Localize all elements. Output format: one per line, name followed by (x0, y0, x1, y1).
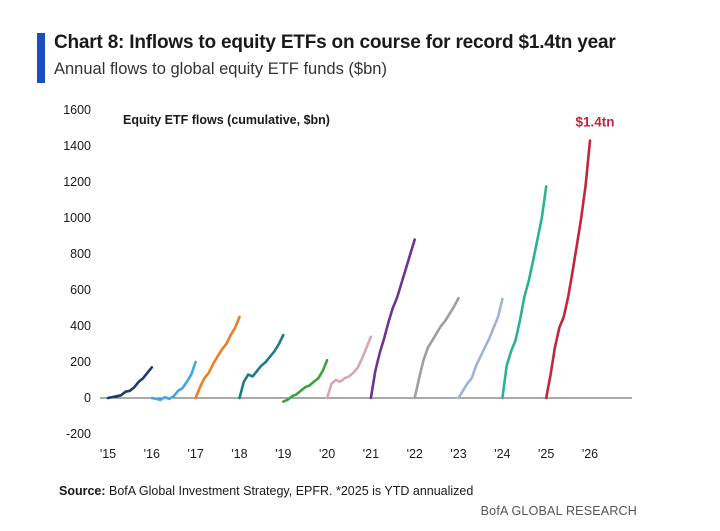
x-tick-label: '24 (494, 447, 510, 461)
x-tick-label: '26 (582, 447, 598, 461)
y-tick-label: 1600 (63, 103, 91, 117)
y-tick-label: 400 (70, 319, 91, 333)
series-group (106, 139, 592, 403)
x-tick-label: '17 (187, 447, 203, 461)
x-axis-ticks: '15 '16 '17 '18 '19 '20 '21 '22 '23 '24 '25 '26 (100, 447, 598, 461)
source-text: BofA Global Investment Strategy, EPFR. *… (105, 484, 474, 498)
source-note: Source: BofA Global Investment Strategy,… (59, 484, 473, 498)
x-tick-label: '23 (450, 447, 466, 461)
series-line-7 (369, 238, 417, 400)
x-tick-label: '21 (363, 447, 379, 461)
chart-subtitle: Annual flows to global equity ETF funds … (54, 60, 387, 78)
x-tick-label: '15 (100, 447, 116, 461)
chart-title: Chart 8: Inflows to equity ETFs on cours… (54, 32, 616, 53)
series-line-10 (501, 185, 548, 400)
y-tick-label: 600 (70, 283, 91, 297)
y-tick-label: 800 (70, 247, 91, 261)
x-tick-label: '16 (144, 447, 160, 461)
y-tick-label: 1400 (63, 139, 91, 153)
series-line-8 (413, 296, 460, 400)
title-accent-bar (37, 33, 45, 83)
series-line-9 (457, 297, 504, 400)
x-tick-label: '18 (231, 447, 247, 461)
x-tick-label: '25 (538, 447, 554, 461)
source-label: Source: (59, 484, 106, 498)
x-tick-label: '20 (319, 447, 335, 461)
series-line-2 (150, 360, 197, 402)
y-tick-label: 1200 (63, 175, 91, 189)
x-tick-label: '19 (275, 447, 291, 461)
y-tick-label: 1000 (63, 211, 91, 225)
y-tick-label: -200 (66, 427, 91, 441)
series-line-4 (238, 333, 285, 400)
annotation-label: $1.4tn (575, 115, 614, 130)
series-line-1 (106, 366, 154, 400)
inner-chart-label: Equity ETF flows (cumulative, $bn) (123, 113, 330, 127)
y-tick-label: 0 (84, 391, 91, 405)
x-tick-label: '22 (407, 447, 423, 461)
series-line-5 (281, 358, 329, 403)
series-line-3 (194, 315, 241, 400)
series-line-11 (544, 139, 592, 400)
y-tick-label: 200 (70, 355, 91, 369)
series-line-6 (325, 335, 373, 400)
brand-label: BofA GLOBAL RESEARCH (480, 504, 637, 518)
y-axis-ticks: -200 0 200 400 600 800 1000 1200 1400 1600 (63, 103, 91, 441)
